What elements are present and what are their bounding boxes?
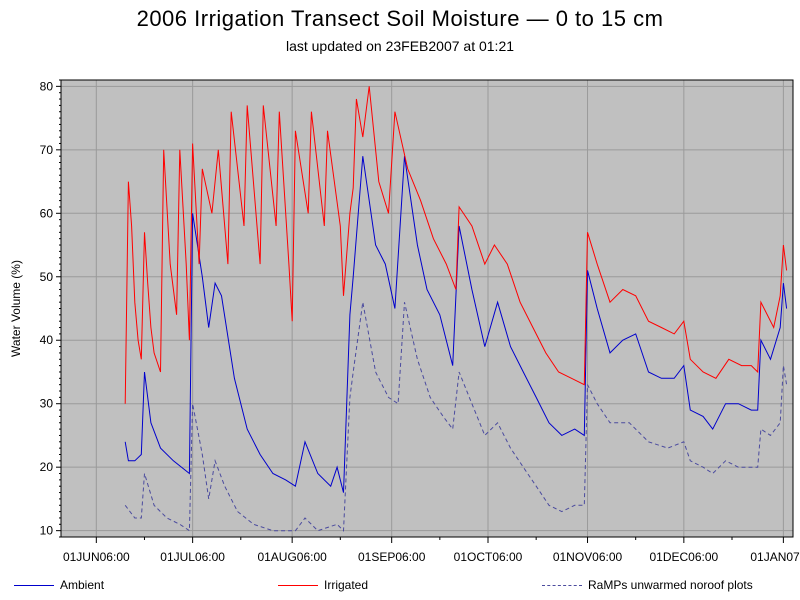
axes: 10 20 30 40 50 60 70 80 01JUN06:00 01JUL06:00 01AU… bbox=[40, 79, 800, 564]
chart-title: 2006 Irrigation Transect Soil Moisture —… bbox=[136, 6, 664, 31]
y-tick-label: 30 bbox=[40, 397, 54, 411]
y-tick-label: 70 bbox=[40, 143, 54, 157]
x-tick-label: 01JUL06:00 bbox=[160, 550, 225, 564]
x-tick-label: 01OCT06:00 bbox=[454, 550, 523, 564]
legend-item-irrigated: Irrigated bbox=[278, 578, 368, 592]
x-tick-label: 01AUG06:00 bbox=[257, 550, 327, 564]
y-tick-label: 10 bbox=[40, 524, 54, 538]
x-tick-label: 01DEC06:00 bbox=[649, 550, 718, 564]
y-axis-label: Water Volume (%) bbox=[9, 260, 23, 357]
x-tick-label: 01NOV06:00 bbox=[553, 550, 623, 564]
plot-area bbox=[61, 80, 793, 537]
legend-swatch-irrigated bbox=[278, 585, 318, 587]
x-tick-label: 01JAN07:00 bbox=[750, 550, 800, 564]
legend-label-ambient: Ambient bbox=[60, 578, 105, 592]
x-tick-label: 01SEP06:00 bbox=[358, 550, 426, 564]
legend-label-irrigated: Irrigated bbox=[324, 578, 369, 592]
series-layer bbox=[124, 86, 788, 532]
y-tick-label: 20 bbox=[40, 460, 54, 474]
legend-swatch-ambient bbox=[14, 585, 54, 587]
series-line-irrigated bbox=[124, 86, 788, 404]
series-line-ramps-unwarmed-noroof-plots bbox=[124, 302, 788, 532]
y-tick-label: 50 bbox=[40, 270, 54, 284]
legend-item-ramps: RaMPs unwarmed noroof plots bbox=[542, 578, 753, 592]
y-tick-label: 80 bbox=[40, 79, 54, 93]
series-line-ambient bbox=[124, 156, 788, 493]
y-tick-label: 40 bbox=[40, 333, 54, 347]
x-tick-label: 01JUN06:00 bbox=[63, 550, 130, 564]
legend-label-ramps: RaMPs unwarmed noroof plots bbox=[588, 578, 753, 592]
chart-subtitle: last updated on 23FEB2007 at 01:21 bbox=[285, 38, 515, 54]
legend-swatch-ramps bbox=[542, 585, 582, 587]
legend-item-ambient: Ambient bbox=[14, 578, 104, 592]
y-tick-label: 60 bbox=[40, 206, 54, 220]
